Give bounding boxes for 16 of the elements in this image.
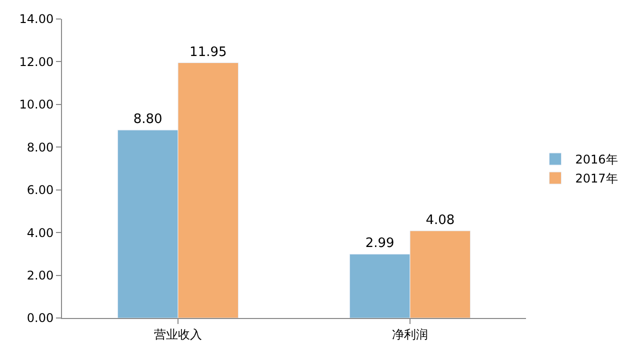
y-tick-label: 14.00 [19, 12, 54, 26]
x-tick-label: 净利润 [392, 327, 428, 342]
legend-label: 2017年 [575, 172, 618, 186]
y-tick-label: 2.00 [26, 268, 54, 282]
data-label: 11.95 [190, 44, 227, 60]
data-label: 2.99 [365, 236, 394, 252]
y-tick-label: 12.00 [19, 54, 54, 69]
y-tick-label: 10.00 [19, 98, 54, 112]
y-tick-label: 8.00 [26, 140, 54, 154]
y-tick-label: 0.00 [26, 311, 54, 326]
legend-label: 2016年 [575, 152, 618, 167]
x-tick-label: 营业收入 [154, 327, 202, 342]
y-tick-label: 4.00 [26, 226, 54, 240]
data-label: 4.08 [426, 212, 455, 228]
y-tick-label: 6.00 [26, 183, 54, 198]
data-label: 8.80 [133, 112, 162, 128]
